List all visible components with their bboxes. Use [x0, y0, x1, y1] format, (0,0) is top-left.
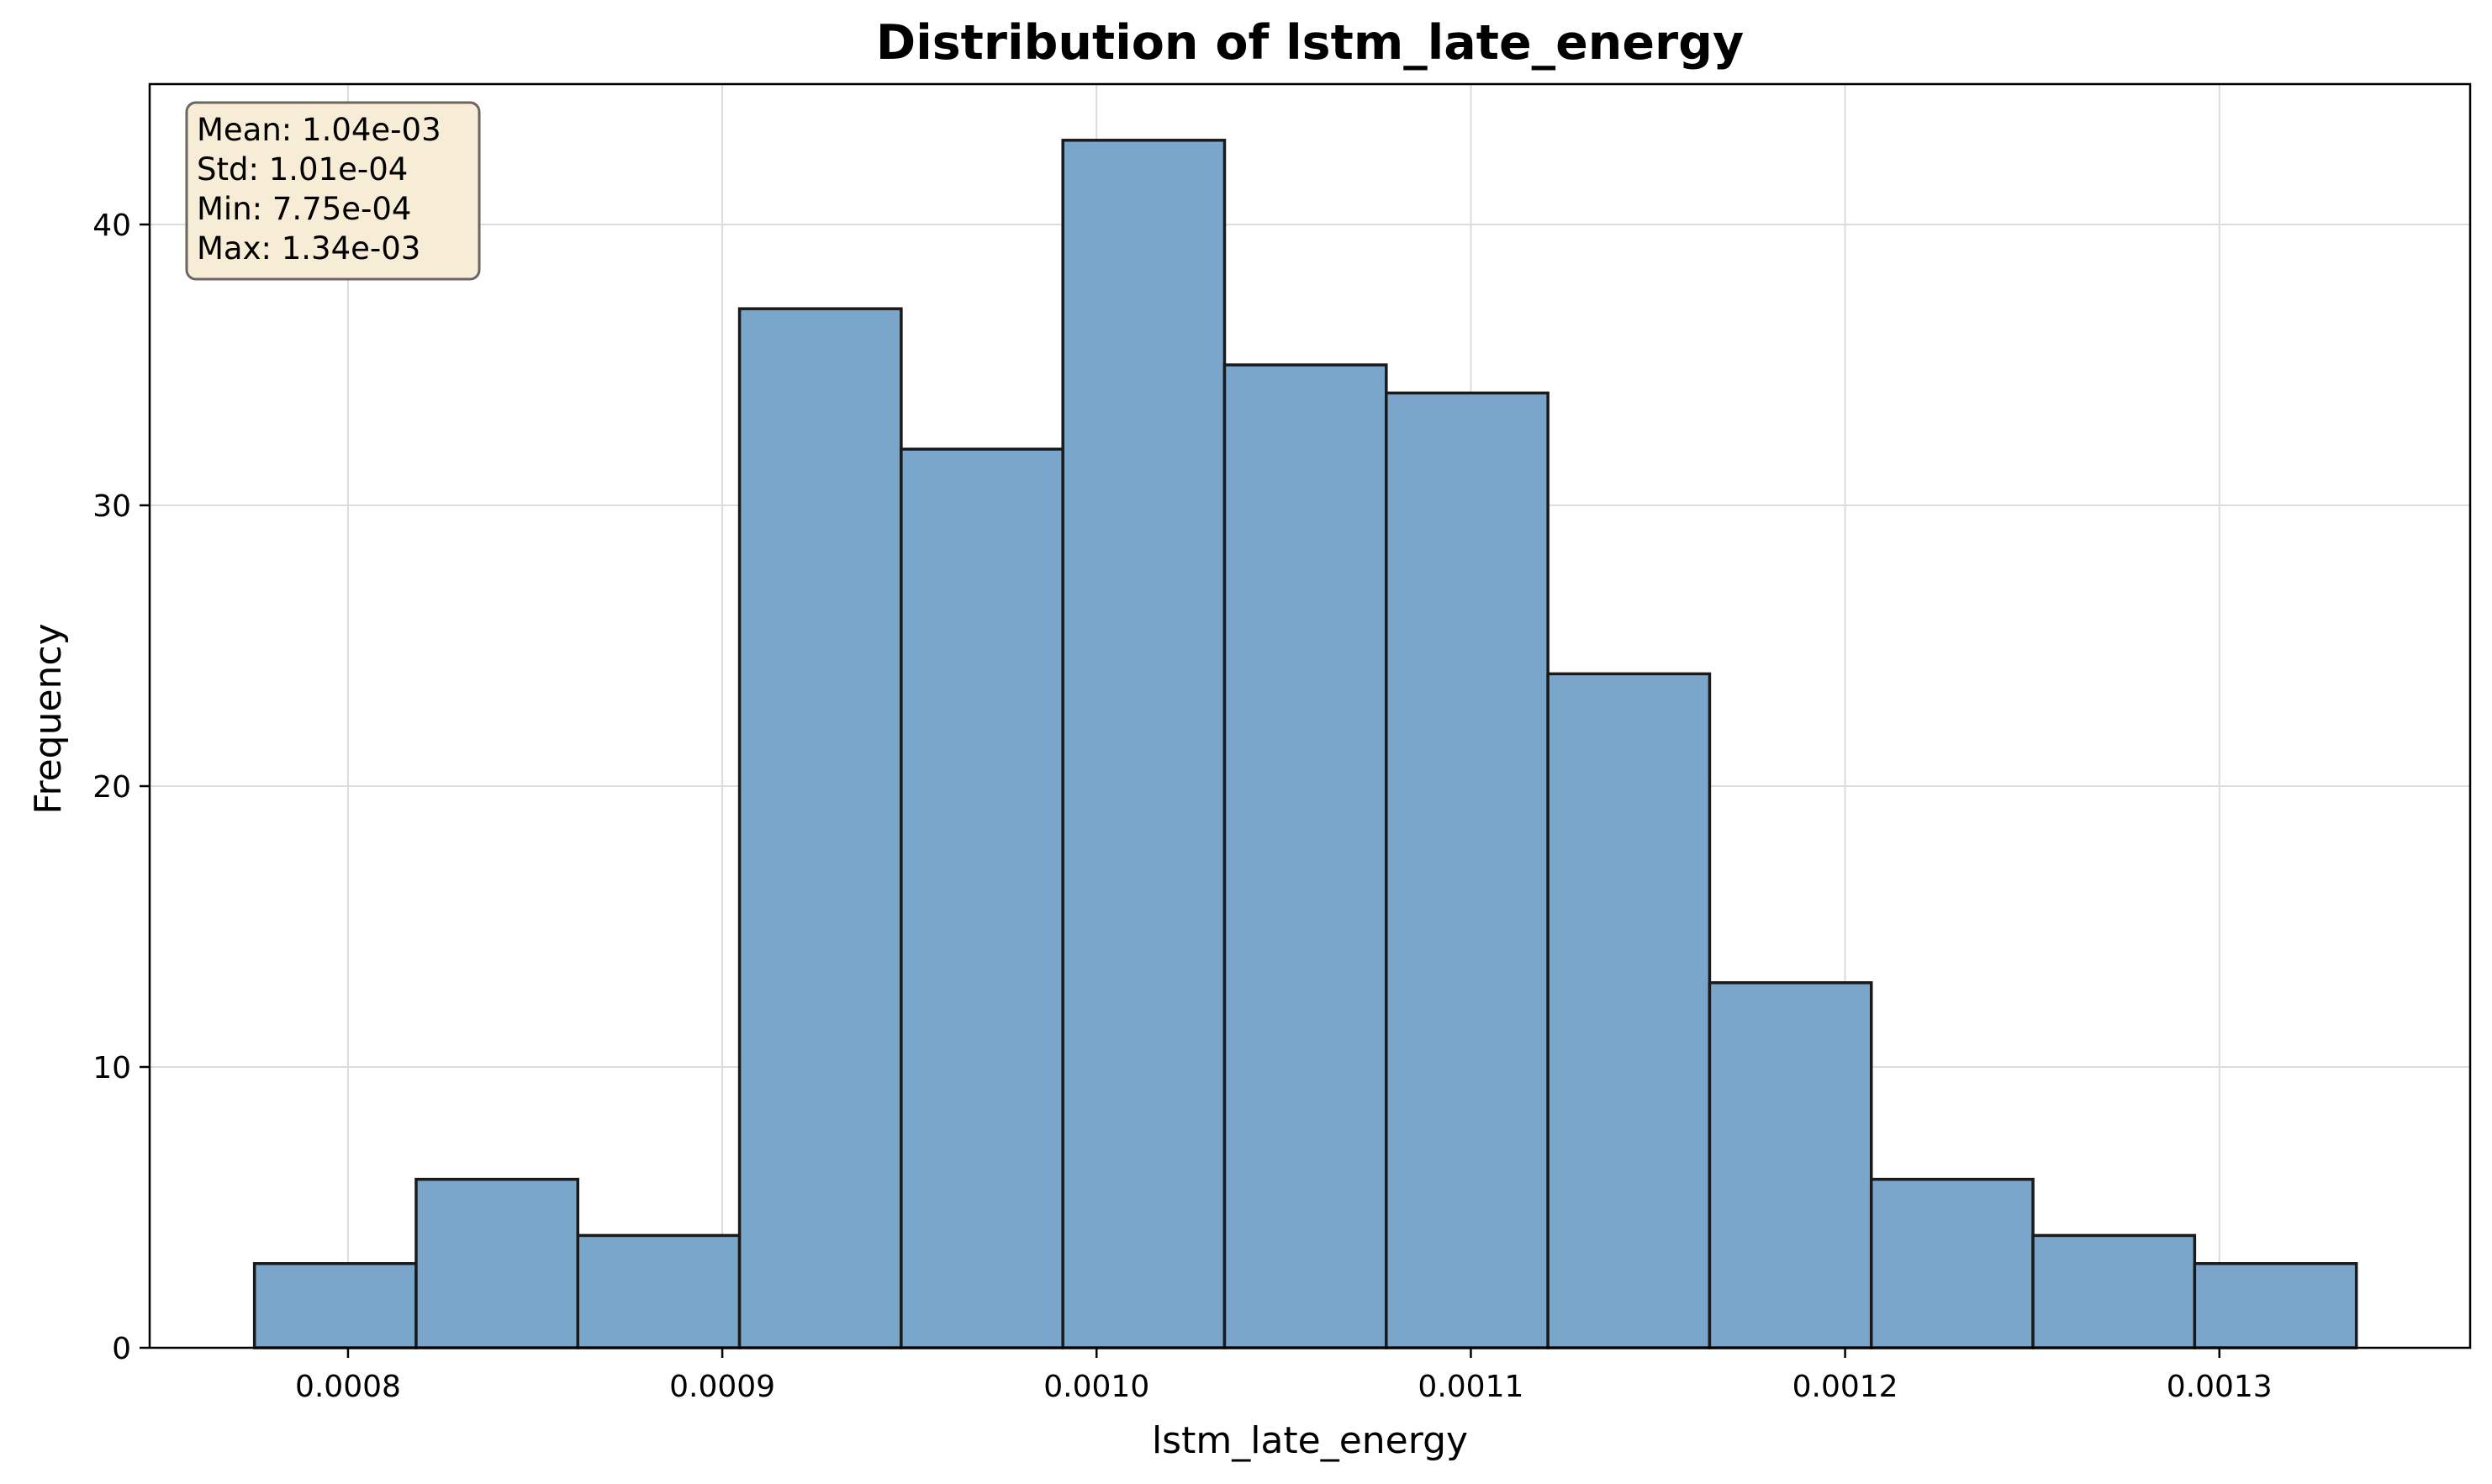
histogram-bar	[1546, 672, 1712, 1349]
stats-line: Max: 1.34e-03	[197, 230, 420, 267]
histogram-bar	[737, 307, 903, 1349]
y-tick-label: 20	[92, 770, 131, 805]
histogram-bar	[1869, 1177, 2035, 1349]
y-axis-ticks: 0 10 20 30 40	[92, 209, 150, 1366]
y-tick-label: 10	[92, 1051, 131, 1085]
plot-frame	[148, 82, 2472, 1349]
histogram-bar	[252, 1262, 418, 1349]
stats-line: Std: 1.01e-04	[197, 151, 408, 187]
x-tick-label: 0.0009	[669, 1370, 775, 1404]
stats-box-background	[185, 101, 481, 281]
x-tick-label: 0.0008	[295, 1370, 401, 1404]
x-tick-label: 0.0011	[1418, 1370, 1523, 1404]
x-tick-label: 0.0012	[1792, 1370, 1898, 1404]
histogram-bar	[1385, 391, 1550, 1349]
chart-title: Distribution of lstm_late_energy	[876, 15, 1744, 71]
histogram-bar	[414, 1177, 580, 1349]
histogram-bars	[252, 139, 2358, 1349]
x-axis-label: lstm_late_energy	[1152, 1419, 1468, 1462]
y-axis-label: Frequency	[27, 623, 70, 814]
histogram-bar	[1061, 139, 1227, 1349]
y-tick-label: 0	[112, 1332, 131, 1366]
stats-line: Mean: 1.04e-03	[197, 112, 441, 148]
histogram-bar	[2031, 1233, 2197, 1349]
x-axis-ticks: 0.0008 0.0009 0.0010 0.0011 0.0012 0.0013	[295, 1348, 2273, 1404]
histogram-bar	[900, 447, 1064, 1349]
histogram-bar	[1708, 981, 1873, 1349]
x-tick-label: 0.0013	[2167, 1370, 2273, 1404]
stats-line: Min: 7.75e-04	[197, 191, 411, 227]
histogram-bar	[1222, 363, 1388, 1349]
histogram-bar	[576, 1233, 742, 1349]
x-tick-label: 0.0010	[1043, 1370, 1149, 1404]
y-tick-label: 40	[92, 209, 131, 243]
y-tick-label: 30	[92, 489, 131, 524]
histogram-bar	[2193, 1262, 2358, 1349]
